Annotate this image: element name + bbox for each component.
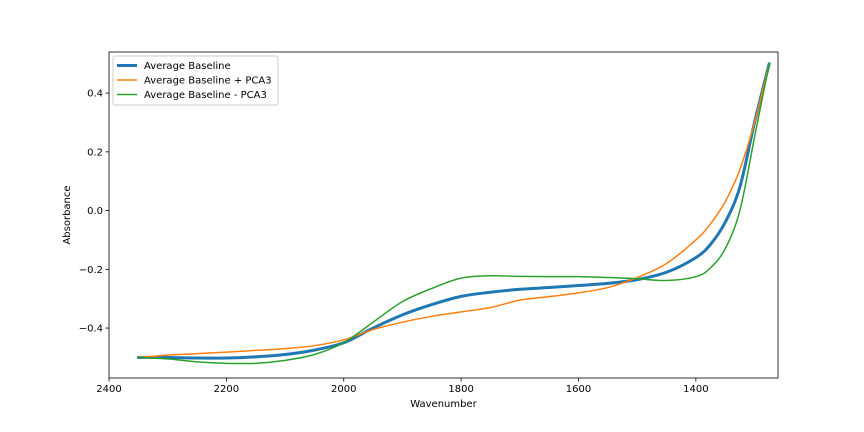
series-line-1 xyxy=(136,62,771,360)
x-tick-label: 2400 xyxy=(96,384,121,395)
series-line-3 xyxy=(137,63,770,365)
y-tick-label: 0.0 xyxy=(87,206,103,217)
y-tick-label: −0.4 xyxy=(79,324,103,335)
x-tick-label: 1400 xyxy=(683,384,708,395)
legend-label: Average Baseline - PCA3 xyxy=(144,90,267,101)
plot-frame xyxy=(108,51,779,379)
x-axis: 2400 2200 2000 1800 1600 1400 xyxy=(96,378,709,395)
x-tick-label: 1600 xyxy=(566,384,591,395)
legend-label: Average Baseline + PCA3 xyxy=(144,76,272,87)
y-axis: −0.4 −0.2 0.0 0.2 0.4 xyxy=(79,89,109,335)
legend: Average Baseline Average Baseline + PCA3 A… xyxy=(112,55,279,106)
x-tick-label: 2200 xyxy=(214,384,239,395)
y-tick-label: 0.4 xyxy=(87,89,103,100)
series-layer xyxy=(136,62,771,365)
y-tick-label: −0.2 xyxy=(79,265,103,276)
x-tick-label: 2000 xyxy=(331,384,356,395)
legend-label: Average Baseline xyxy=(144,61,231,72)
series-line-2 xyxy=(137,63,770,359)
x-axis-title: Wavenumber xyxy=(410,399,477,410)
y-axis-title: Absorbance xyxy=(62,185,73,244)
legend-box xyxy=(112,55,279,106)
y-tick-label: 0.2 xyxy=(87,147,103,158)
x-tick-label: 1800 xyxy=(448,384,473,395)
